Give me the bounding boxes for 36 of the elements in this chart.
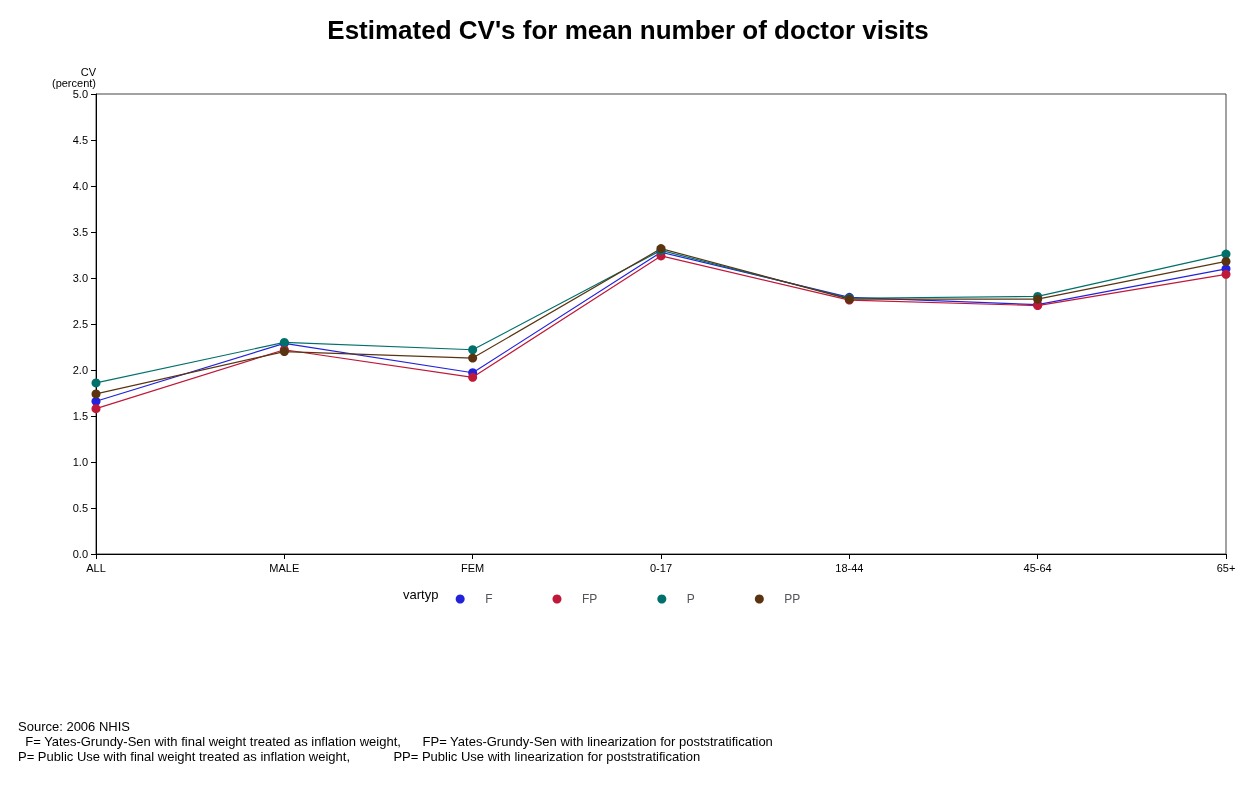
x-tick-label: MALE xyxy=(269,561,300,574)
y-tick-label: 5.0 xyxy=(72,88,88,100)
y-axis-title: CV (percent) xyxy=(51,65,97,89)
legend-label: PP xyxy=(784,592,801,606)
y-tick-label: 4.5 xyxy=(72,134,88,146)
legend-label: P xyxy=(686,592,695,606)
y-tick-label: 4.0 xyxy=(72,180,88,192)
text: P= Public Use with final weight treated as inflation weight, PP= Public Use with linearization for poststratification xyxy=(18,749,701,764)
x-tick-label: 18-44 xyxy=(835,561,864,574)
y-tick-label: 1.5 xyxy=(72,410,88,422)
x-tick-label: ALL xyxy=(86,561,106,574)
y-tick-label: 3.5 xyxy=(72,226,88,238)
y-tick-label: 0.0 xyxy=(72,548,88,560)
y-tick-label: 2.5 xyxy=(72,318,88,330)
point xyxy=(91,389,101,399)
point xyxy=(1221,256,1231,266)
point xyxy=(1221,269,1231,279)
x-tick-label: 0-17 xyxy=(649,561,673,574)
point xyxy=(468,345,478,355)
x-tick-label: FEM xyxy=(461,561,485,574)
x-tick-label: 65+ xyxy=(1216,561,1236,574)
y-tick-label: 1.0 xyxy=(72,456,88,468)
legend-label: F xyxy=(485,592,493,606)
point xyxy=(91,404,101,414)
point xyxy=(468,353,478,363)
source-note: Source: 2006 NHIS xyxy=(18,719,131,734)
y-tick-label: 0.5 xyxy=(72,502,88,514)
chart-title: Estimated CV's for mean number of doctor visits xyxy=(327,15,929,45)
point xyxy=(468,372,478,382)
y-tick-label: 2.0 xyxy=(72,364,88,376)
legend-title: vartyp xyxy=(403,587,439,602)
y-tick-label: 3.0 xyxy=(72,272,88,284)
x-tick-label: 45-64 xyxy=(1023,561,1052,574)
legend-label: FP xyxy=(581,592,598,606)
point xyxy=(91,378,101,388)
text: F= Yates-Grundy-Sen with final weight treated as inflation weight, FP= Yates-Grundy-Sen with linearization for poststratification xyxy=(18,734,773,749)
